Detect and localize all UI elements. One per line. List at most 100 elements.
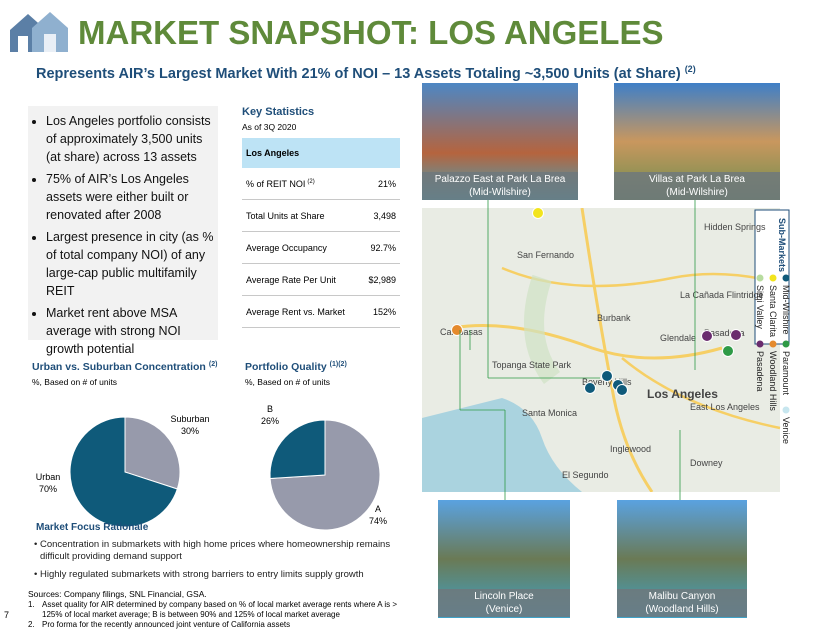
ks-row: Average Occupancy 92.7% bbox=[242, 232, 400, 264]
note: (1)(2) bbox=[330, 361, 347, 368]
slice-value: 30% bbox=[181, 426, 199, 436]
slice-value: 26% bbox=[261, 416, 279, 426]
ks-value: 92.7% bbox=[370, 242, 396, 253]
chart-title: Urban vs. Suburban Concentration (2) bbox=[32, 361, 217, 373]
asset-dot bbox=[451, 324, 463, 336]
note: (2) bbox=[684, 64, 696, 74]
title: MARKET SNAPSHOT: LOS ANGELES bbox=[78, 14, 664, 51]
bullet-box: Los Angeles portfolio consists of approx… bbox=[28, 106, 218, 356]
note: (2) bbox=[209, 361, 218, 368]
legend-swatch bbox=[782, 406, 790, 414]
ks-row: Average Rate Per Unit $2,989 bbox=[242, 264, 400, 296]
page-number: 7 bbox=[4, 610, 10, 620]
legend-swatch bbox=[756, 340, 764, 348]
slice-label: A bbox=[375, 504, 381, 514]
rationale: Market Focus Rationale Concentration in … bbox=[36, 522, 406, 587]
pie-charts: Urban vs. Suburban Concentration (2) %, Ba… bbox=[32, 361, 387, 530]
place-label: Los Angeles bbox=[647, 387, 718, 401]
ks-row: Average Rent vs. Market 152% bbox=[242, 296, 400, 328]
legend-label: Venice bbox=[781, 417, 791, 444]
ks-row: Total Units at Share 3,498 bbox=[242, 200, 400, 232]
bullet: 75% of AIR’s Los Angeles assets were eit… bbox=[46, 170, 218, 224]
place-label: El Segundo bbox=[562, 470, 609, 480]
legend-label: Paramount bbox=[781, 351, 791, 396]
legend-swatch bbox=[769, 274, 777, 282]
photo-name: Lincoln Place bbox=[474, 591, 534, 602]
rationale-bullet: Highly regulated submarkets with strong … bbox=[40, 569, 406, 581]
photo-name: Palazzo East at Park La Brea bbox=[434, 174, 566, 185]
ks-value: 3,498 bbox=[373, 210, 396, 221]
ks-label-cell: Total Units at Share bbox=[246, 211, 325, 221]
rationale-bullet: Concentration in submarkets with high ho… bbox=[40, 539, 406, 563]
key-stats: Key Statistics As of 3Q 2020 Los Angeles… bbox=[242, 106, 400, 328]
legend-swatch bbox=[782, 274, 790, 282]
footnote-marker: 2. bbox=[28, 620, 35, 629]
sources: Sources: Company filings, SNL Financial,… bbox=[28, 589, 207, 599]
legend-label: Santa Clarita bbox=[768, 285, 778, 337]
slice-value: 70% bbox=[39, 484, 57, 494]
photo-name: Malibu Canyon bbox=[648, 591, 716, 602]
chart-title: Portfolio Quality (1)(2) bbox=[245, 361, 347, 373]
pie-slice bbox=[69, 416, 178, 528]
footnote-text: Asset quality for AIR determined by comp… bbox=[42, 600, 398, 619]
chart-title-text: Portfolio Quality bbox=[245, 361, 327, 373]
ks-label: % of REIT NOI bbox=[246, 178, 306, 189]
ks-label-cell: Average Rate Per Unit bbox=[246, 275, 336, 285]
chart-subtitle: %, Based on # of units bbox=[32, 377, 117, 387]
place-label: Hidden Springs bbox=[704, 222, 766, 232]
pie-slice bbox=[124, 416, 181, 490]
footnote-text: Pro forma for the recently announced joi… bbox=[42, 620, 291, 629]
photo-caption: Villas at Park La Brea (Mid-Wilshire) bbox=[614, 172, 780, 200]
photo-area: (Mid-Wilshire) bbox=[666, 187, 728, 198]
footnote: 1. Asset quality for AIR determined by co… bbox=[28, 600, 408, 620]
ks-label: Total Units at Share bbox=[246, 210, 325, 221]
ks-subtitle: As of 3Q 2020 bbox=[242, 122, 297, 132]
ks-label: Average Rent vs. Market bbox=[246, 306, 345, 317]
logo bbox=[10, 12, 68, 52]
asset-dot bbox=[730, 329, 742, 341]
legend-label: Mid-Wilshire bbox=[781, 285, 791, 335]
chart-title-text: Urban vs. Suburban Concentration bbox=[32, 361, 206, 373]
photo-name: Villas at Park La Brea bbox=[649, 174, 745, 185]
subtitle-text: Represents AIR’s Largest Market With 21%… bbox=[36, 65, 681, 82]
note: (2) bbox=[307, 178, 315, 185]
ks-label-cell: Average Occupancy bbox=[246, 243, 327, 253]
asset-dot bbox=[616, 384, 628, 396]
photo-area: (Venice) bbox=[485, 604, 523, 615]
ks-label: Average Rate Per Unit bbox=[246, 274, 336, 285]
asset-dot bbox=[701, 330, 713, 342]
place-label: Burbank bbox=[597, 313, 631, 323]
ks-label: Average Occupancy bbox=[246, 242, 327, 253]
asset-dot bbox=[584, 382, 596, 394]
place-label: Topanga State Park bbox=[492, 360, 572, 370]
photo-caption: Malibu Canyon (Woodland Hills) bbox=[617, 589, 747, 617]
ks-label-cell: % of REIT NOI (2) bbox=[246, 179, 315, 189]
bullet: Los Angeles portfolio consists of approx… bbox=[46, 112, 218, 166]
bullet: Largest presence in city (as % of total … bbox=[46, 228, 218, 300]
legend-swatch bbox=[782, 340, 790, 348]
place-label: Inglewood bbox=[610, 444, 651, 454]
slice-value: 74% bbox=[369, 516, 387, 526]
map: San FernandoBurbankGlendalePasadenaCalab… bbox=[422, 208, 791, 492]
slice-label: Urban bbox=[36, 472, 61, 482]
pie-slice bbox=[269, 419, 326, 479]
place-label: East Los Angeles bbox=[690, 402, 760, 412]
ks-label-cell: Average Rent vs. Market bbox=[246, 307, 345, 317]
place-label: San Fernando bbox=[517, 250, 574, 260]
legend-label: Pasadena bbox=[755, 351, 765, 392]
ks-value: 152% bbox=[372, 306, 396, 317]
photo-caption: Palazzo East at Park La Brea (Mid-Wilshir… bbox=[422, 172, 578, 200]
place-label: Downey bbox=[690, 458, 723, 468]
asset-dot bbox=[722, 345, 734, 357]
ks-value: 21% bbox=[377, 178, 396, 189]
ks-title: Key Statistics bbox=[242, 106, 315, 118]
asset-dot bbox=[532, 208, 544, 219]
bullet: Market rent above MSA average with stron… bbox=[46, 304, 218, 358]
legend-swatch bbox=[769, 340, 777, 348]
legend-label: Woodland Hills bbox=[768, 351, 778, 411]
legend-swatch bbox=[756, 274, 764, 282]
legend-title: Sub-Markets bbox=[777, 218, 787, 272]
footnote-marker: 1. bbox=[28, 600, 35, 609]
